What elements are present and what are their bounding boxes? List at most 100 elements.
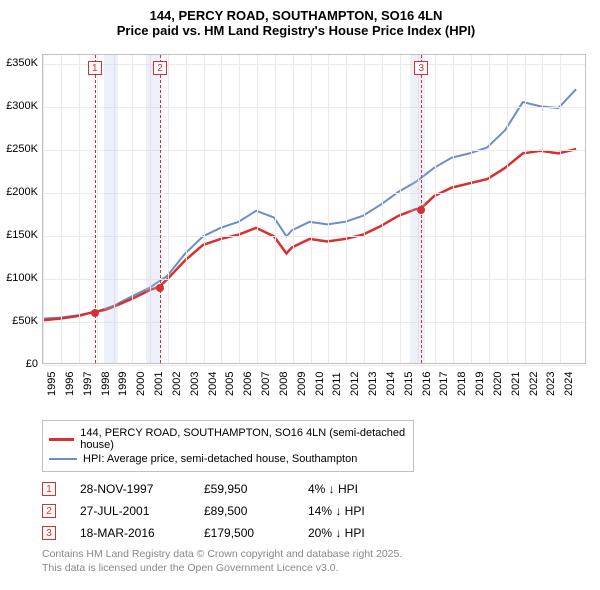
sale-price: £89,500 [204, 504, 284, 518]
footer-line-1: Contains HM Land Registry data © Crown c… [42, 548, 584, 562]
sale-marker-dot [91, 309, 99, 317]
x-tick-label: 2002 [171, 372, 183, 396]
y-tick-label: £150K [6, 229, 38, 241]
legend: 144, PERCY ROAD, SOUTHAMPTON, SO16 4LN (… [42, 420, 414, 472]
sales-table: 1 28-NOV-1997 £59,950 4% ↓ HPI 2 27-JUL-2001 £… [42, 482, 584, 540]
sale-price: £59,950 [204, 482, 284, 496]
x-tick-label: 2008 [278, 372, 290, 396]
x-tick-label: 2006 [242, 372, 254, 396]
legend-swatch [49, 438, 74, 441]
x-tick-label: 2018 [456, 372, 468, 396]
gridline-v [328, 55, 329, 363]
x-tick-label: 2009 [296, 372, 308, 396]
shaded-band [104, 55, 118, 363]
y-tick-label: £200K [6, 186, 38, 198]
x-tick-label: 1995 [46, 372, 58, 396]
gridline-h [43, 107, 585, 108]
sale-date: 28-NOV-1997 [80, 482, 180, 496]
gridline-v [239, 55, 240, 363]
x-tick-label: 2005 [224, 372, 236, 396]
sale-hpi: 4% ↓ HPI [308, 482, 398, 496]
sales-row: 2 27-JUL-2001 £89,500 14% ↓ HPI [42, 504, 584, 518]
sale-price: £179,500 [204, 526, 284, 540]
y-axis: £0£50K£100K£150K£200K£250K£300K£350K [0, 54, 40, 364]
gridline-v [346, 55, 347, 363]
sale-num-box: 1 [42, 482, 56, 496]
gridline-v [275, 55, 276, 363]
gridline-h [43, 64, 585, 65]
sale-marker-box: 1 [88, 61, 102, 75]
sale-marker-dot [417, 206, 425, 214]
x-tick-label: 2020 [492, 372, 504, 396]
y-tick-label: £50K [12, 315, 38, 327]
y-tick-label: £350K [6, 57, 38, 69]
sale-date: 18-MAR-2016 [80, 526, 180, 540]
gridline-v [435, 55, 436, 363]
x-tick-label: 2019 [474, 372, 486, 396]
gridline-h [43, 236, 585, 237]
gridline-v [293, 55, 294, 363]
gridline-v [471, 55, 472, 363]
sale-marker-line [160, 55, 161, 363]
x-tick-label: 2023 [545, 372, 557, 396]
sale-hpi: 20% ↓ HPI [308, 526, 398, 540]
gridline-v [186, 55, 187, 363]
gridline-v [204, 55, 205, 363]
legend-label: HPI: Average price, semi-detached house,… [83, 453, 357, 465]
sales-row: 3 18-MAR-2016 £179,500 20% ↓ HPI [42, 526, 584, 540]
sale-num-box: 3 [42, 526, 56, 540]
legend-swatch [49, 458, 77, 460]
x-tick-label: 2011 [331, 372, 343, 396]
gridline-v [364, 55, 365, 363]
x-tick-label: 1996 [64, 372, 76, 396]
x-tick-label: 2014 [385, 372, 397, 396]
x-tick-label: 2004 [207, 372, 219, 396]
x-tick-label: 2003 [189, 372, 201, 396]
gridline-v [221, 55, 222, 363]
chart-area: £0£50K£100K£150K£200K£250K£300K£350K 123… [0, 44, 592, 414]
gridline-v [168, 55, 169, 363]
x-tick-label: 2024 [563, 372, 575, 396]
gridline-v [311, 55, 312, 363]
gridline-v [489, 55, 490, 363]
chart-container: 144, PERCY ROAD, SOUTHAMPTON, SO16 4LN P… [0, 0, 600, 587]
footer-note: Contains HM Land Registry data © Crown c… [42, 548, 584, 575]
gridline-v [507, 55, 508, 363]
sale-marker-box: 2 [153, 61, 167, 75]
y-tick-label: £100K [6, 272, 38, 284]
gridline-h [43, 150, 585, 151]
x-tick-label: 2000 [135, 372, 147, 396]
gridline-h [43, 193, 585, 194]
x-tick-label: 1997 [82, 372, 94, 396]
x-tick-label: 1998 [100, 372, 112, 396]
x-tick-label: 2007 [260, 372, 272, 396]
gridline-v [382, 55, 383, 363]
legend-row: HPI: Average price, semi-detached house,… [49, 453, 407, 465]
x-tick-label: 2016 [421, 372, 433, 396]
gridline-v [132, 55, 133, 363]
gridline-v [61, 55, 62, 363]
gridline-h [43, 322, 585, 323]
x-tick-label: 2001 [153, 372, 165, 396]
title-line-1: 144, PERCY ROAD, SOUTHAMPTON, SO16 4LN [0, 8, 592, 23]
legend-label: 144, PERCY ROAD, SOUTHAMPTON, SO16 4LN (… [80, 427, 407, 451]
shaded-band [146, 55, 160, 363]
x-tick-label: 2013 [367, 372, 379, 396]
x-tick-label: 2015 [403, 372, 415, 396]
gridline-v [43, 55, 44, 363]
footer-line-2: This data is licensed under the Open Gov… [42, 562, 584, 576]
x-axis: 1995 1996 1997 1998 1999 2000 2001 2002 2003 2004… [42, 366, 586, 414]
line-svg [43, 55, 585, 363]
x-tick-label: 2010 [314, 372, 326, 396]
sale-date: 27-JUL-2001 [80, 504, 180, 518]
sale-hpi: 14% ↓ HPI [308, 504, 398, 518]
gridline-v [79, 55, 80, 363]
gridline-v [542, 55, 543, 363]
x-tick-label: 1999 [117, 372, 129, 396]
legend-row: 144, PERCY ROAD, SOUTHAMPTON, SO16 4LN (… [49, 427, 407, 451]
gridline-v [400, 55, 401, 363]
x-tick-label: 2022 [528, 372, 540, 396]
gridline-v [525, 55, 526, 363]
title-line-2: Price paid vs. HM Land Registry's House … [0, 23, 592, 38]
sale-num-box: 2 [42, 504, 56, 518]
